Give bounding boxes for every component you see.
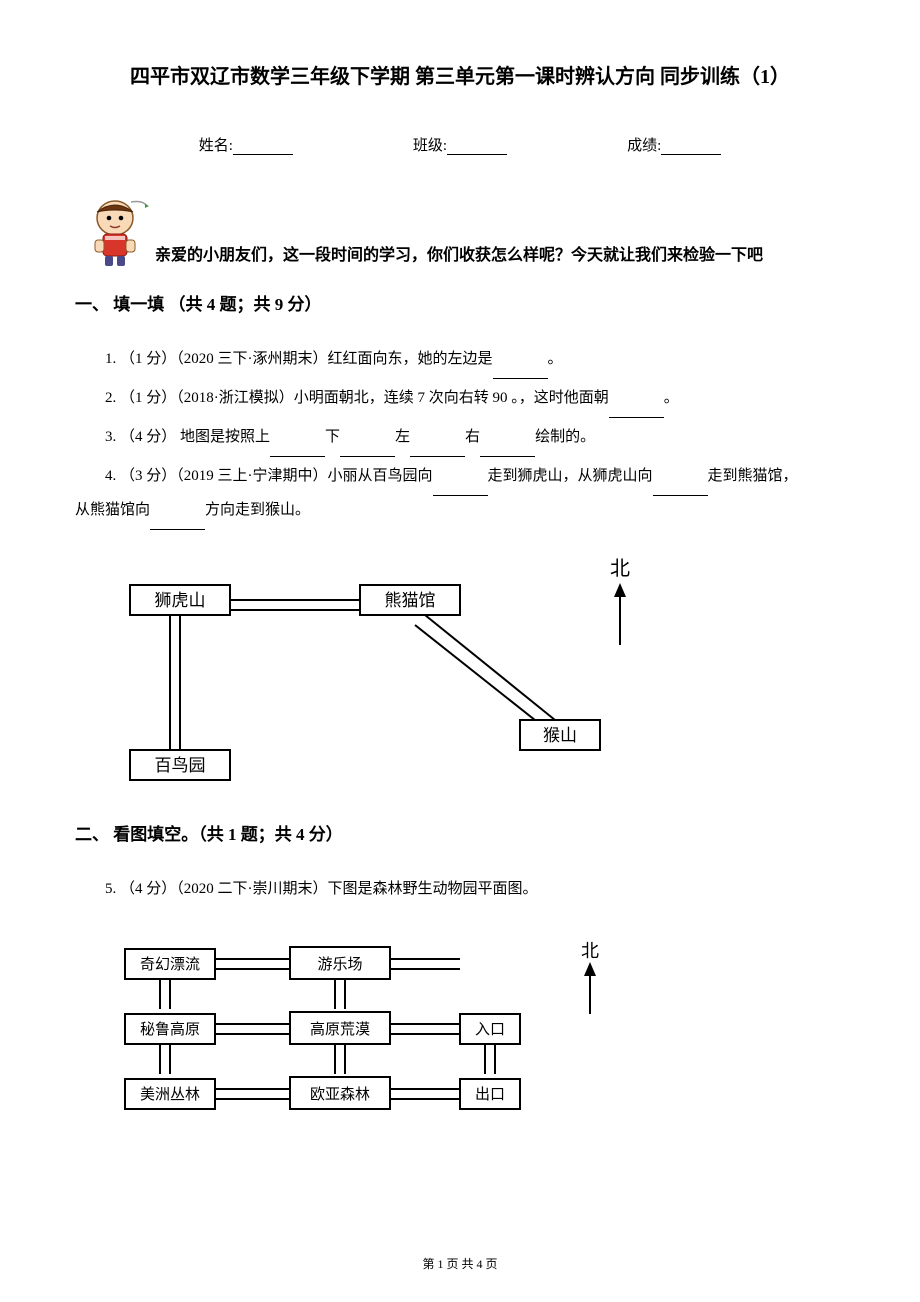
q4-blank3: [150, 515, 205, 530]
diagram2-ouya: 欧亚森林: [310, 1086, 370, 1103]
mascot-row: 亲爱的小朋友们，这一段时间的学习，你们收获怎么样呢？今天就让我们来检验一下吧: [75, 190, 845, 270]
info-row: 姓名: 班级: 成绩:: [75, 134, 845, 155]
q4-blank2: [653, 481, 708, 496]
q4-suffix: 方向走到猴山。: [205, 502, 310, 518]
diagram2-qihuan: 奇幻漂流: [140, 956, 200, 973]
diagram2-gaoyuan: 高原荒漠: [310, 1021, 370, 1038]
score-field: 成绩:: [627, 134, 721, 155]
class-field: 班级:: [413, 134, 507, 155]
q3-blank4: [480, 442, 535, 457]
q4-mid1: 走到狮虎山，从狮虎山向: [488, 468, 653, 484]
score-label: 成绩:: [627, 138, 661, 154]
score-blank: [661, 140, 721, 155]
question-3: 3. （4 分） 地图是按照上 下 左 右 绘制的。: [75, 418, 845, 457]
diagram2-bilu: 秘鲁高原: [140, 1021, 200, 1038]
q4-prefix: 4. （3 分）（2019 三上·宁津期中）小丽从百鸟园向: [105, 468, 433, 484]
q4-mid2: 走到熊猫馆，: [708, 468, 798, 484]
q2-blank: [609, 403, 664, 418]
q1-blank: [493, 364, 548, 379]
north-arrow-icon-2: [584, 962, 596, 976]
name-field: 姓名:: [199, 134, 293, 155]
name-label: 姓名:: [199, 138, 233, 154]
q3-prefix: 3. （4 分） 地图是按照上: [105, 429, 270, 445]
q4-cont: 从熊猫馆向: [75, 502, 150, 518]
diagram2-north-label: 北: [581, 941, 599, 961]
diagram1-bainiaoyuan: 百鸟园: [155, 756, 206, 775]
q2-suffix: 。: [664, 390, 679, 406]
q3-mid2: 左: [395, 429, 410, 445]
north-arrow-icon: [614, 583, 626, 597]
question-5: 5. （4 分）（2020 二下·崇川期末）下图是森林野生动物园平面图。: [75, 870, 845, 909]
diagram1-houshan: 猴山: [543, 726, 577, 745]
name-blank: [233, 140, 293, 155]
class-blank: [447, 140, 507, 155]
q1-prefix: 1. （1 分）（2020 三下·涿州期末）红红面向东，她的左边是: [105, 351, 493, 367]
q2-prefix: 2. （1 分）（2018·浙江模拟）小明面朝北，连续 7 次向右转 90 。，…: [105, 390, 609, 406]
mascot-text: 亲爱的小朋友们，这一段时间的学习，你们收获怎么样呢？今天就让我们来检验一下吧: [155, 241, 763, 270]
page-footer: 第 1 页 共 4 页: [0, 1255, 920, 1272]
q3-blank2: [340, 442, 395, 457]
q3-mid3: 右: [465, 429, 480, 445]
diagram-2: 奇幻漂流 游乐场 秘鲁高原 高原荒漠 入口 美洲丛林 欧亚森林 出口 北: [115, 929, 655, 1139]
q3-suffix: 绘制的。: [535, 429, 595, 445]
q3-mid1: 下: [325, 429, 340, 445]
diagram2-rukou: 入口: [475, 1022, 505, 1038]
diagram2-chukou: 出口: [475, 1086, 505, 1103]
q3-blank1: [270, 442, 325, 457]
question-2: 2. （1 分）（2018·浙江模拟）小明面朝北，连续 7 次向右转 90 。，…: [75, 379, 845, 418]
diagram1-north-label: 北: [610, 557, 630, 580]
diagram2-youlechang: 游乐场: [317, 956, 362, 973]
q4-blank1: [433, 481, 488, 496]
q1-suffix: 。: [548, 351, 563, 367]
diagram1-xiongmaoguan: 熊猫馆: [385, 591, 436, 610]
page-title: 四平市双辽市数学三年级下学期 第三单元第一课时辨认方向 同步训练（1）: [75, 60, 845, 89]
mascot-icon: [75, 190, 150, 270]
diagram2-meizhou: 美洲丛林: [140, 1086, 200, 1103]
section1-title: 一、 填一填 （共 4 题；共 9 分）: [75, 290, 845, 315]
diagram1-shihushan: 狮虎山: [155, 591, 206, 610]
section2-title: 二、 看图填空。（共 1 题；共 4 分）: [75, 820, 845, 845]
diagram-1: 狮虎山 熊猫馆 百鸟园 猴山 北: [115, 545, 675, 795]
question-4-cont: 从熊猫馆向 方向走到猴山。: [75, 491, 845, 530]
question-1: 1. （1 分）（2020 三下·涿州期末）红红面向东，她的左边是 。: [75, 340, 845, 379]
class-label: 班级:: [413, 138, 447, 154]
q3-blank3: [410, 442, 465, 457]
